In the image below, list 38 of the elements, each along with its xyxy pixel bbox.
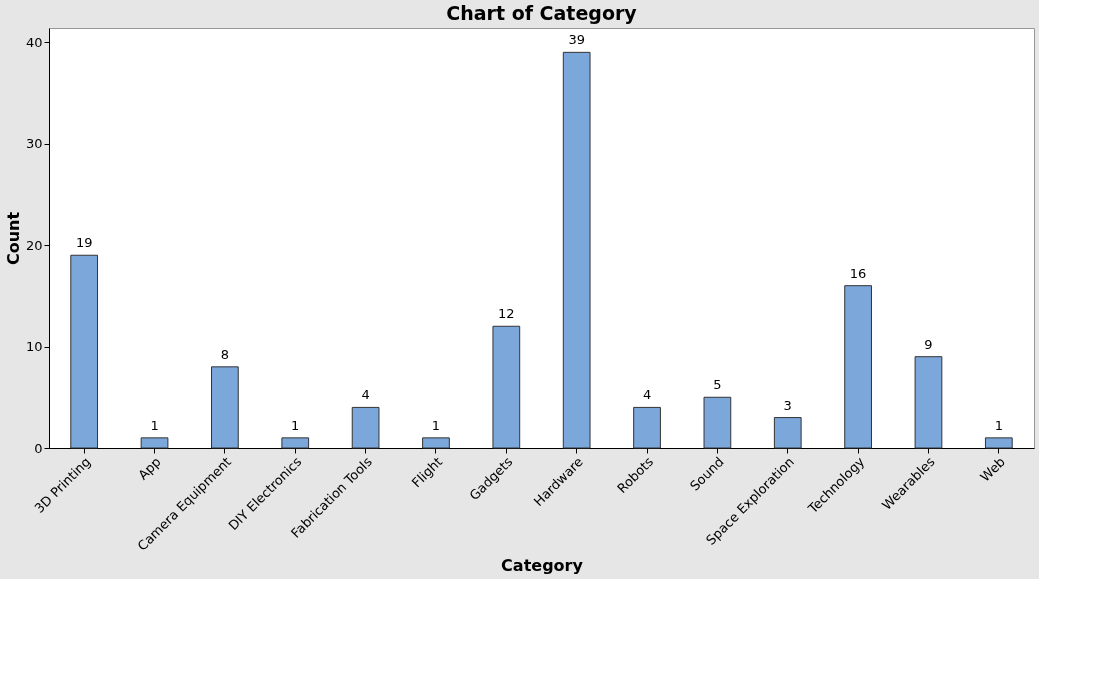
data-label: 1 (150, 417, 159, 433)
x-axis-title: Category (501, 555, 584, 575)
bar (914, 356, 943, 449)
data-label: 39 (568, 32, 585, 48)
y-axis-title: Count (3, 211, 23, 266)
y-tick-label: 20 (25, 237, 43, 253)
x-tick-label: App (135, 454, 164, 483)
data-label: 3 (783, 397, 792, 413)
data-label: 16 (849, 265, 867, 281)
data-label: 5 (713, 377, 722, 393)
bar (844, 285, 872, 449)
data-label: 4 (361, 387, 370, 403)
bar (351, 406, 380, 449)
bar (773, 417, 802, 449)
data-label: 4 (642, 387, 652, 403)
data-label: 12 (498, 306, 515, 322)
x-tick-label: Web (977, 454, 1009, 485)
data-label: 1 (994, 417, 1003, 433)
data-label: 1 (291, 417, 300, 433)
bar (492, 325, 521, 449)
bar (281, 437, 310, 449)
y-tick-label: 0 (34, 440, 43, 456)
bar (984, 437, 1013, 449)
y-tick-label: 40 (25, 34, 43, 50)
y-tick-label: 30 (25, 136, 43, 152)
bar (633, 406, 661, 449)
bar (211, 366, 239, 449)
data-label: 8 (220, 346, 230, 362)
bar (70, 254, 99, 449)
y-tick-label: 10 (25, 339, 43, 355)
chart-title: Chart of Category (446, 2, 638, 24)
bar (422, 437, 450, 449)
data-label: 9 (924, 336, 933, 352)
data-label: 19 (75, 235, 93, 251)
bar (140, 437, 169, 449)
bar (703, 396, 732, 449)
data-label: 1 (431, 417, 441, 433)
bar (562, 51, 591, 449)
